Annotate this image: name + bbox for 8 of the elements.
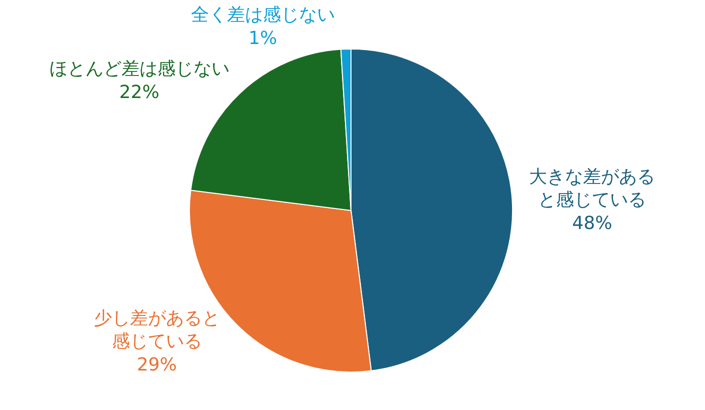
- data-label: 48%: [572, 213, 612, 234]
- slice-label: 全く差は感じない: [190, 4, 335, 26]
- data-label: 1%: [248, 28, 278, 50]
- slice-label: 大きな差があると感じている: [529, 166, 656, 211]
- slice-label: 少し差があると感じている: [94, 308, 220, 352]
- data-label: 22%: [119, 82, 160, 104]
- data-label: 29%: [136, 354, 177, 376]
- slice-label: ほとんど差は感じない: [49, 58, 230, 80]
